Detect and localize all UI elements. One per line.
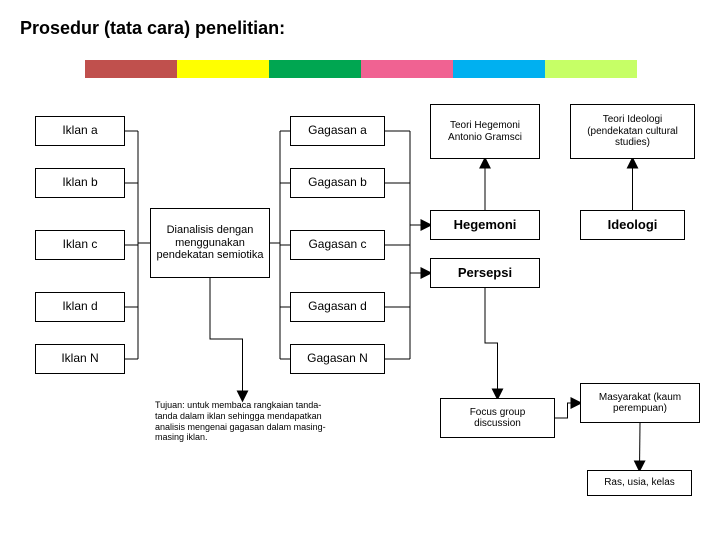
color-segment <box>361 60 453 78</box>
node-iklan_n: Iklan N <box>35 344 125 374</box>
node-gagasan_n: Gagasan N <box>290 344 385 374</box>
node-iklan_c: Iklan c <box>35 230 125 260</box>
page-title: Prosedur (tata cara) penelitian: <box>20 18 285 39</box>
node-analysis: Dianalisis dengan menggunakan pendekatan… <box>150 208 270 278</box>
node-masyarakat: Masyarakat (kaum perempuan) <box>580 383 700 423</box>
node-persepsi: Persepsi <box>430 258 540 288</box>
color-segment <box>545 60 637 78</box>
diagram-stage: Prosedur (tata cara) penelitian: Iklan a… <box>0 0 720 540</box>
node-iklan_a: Iklan a <box>35 116 125 146</box>
color-segment <box>453 60 545 78</box>
node-fgd: Focus group discussion <box>440 398 555 438</box>
node-teori_hegemoni: Teori Hegemoni Antonio Gramsci <box>430 104 540 159</box>
node-iklan_d: Iklan d <box>35 292 125 322</box>
node-gagasan_c: Gagasan c <box>290 230 385 260</box>
node-gagasan_d: Gagasan d <box>290 292 385 322</box>
node-gagasan_a: Gagasan a <box>290 116 385 146</box>
node-hegemoni: Hegemoni <box>430 210 540 240</box>
color-segment <box>85 60 177 78</box>
connector-layer <box>0 0 720 540</box>
color-segment <box>269 60 361 78</box>
node-iklan_b: Iklan b <box>35 168 125 198</box>
node-gagasan_b: Gagasan b <box>290 168 385 198</box>
node-ideologi: Ideologi <box>580 210 685 240</box>
node-teori_ideologi: Teori Ideologi (pendekatan cultural stud… <box>570 104 695 159</box>
node-tujuan_open: Tujuan: untuk membaca rangkaian tanda-ta… <box>155 400 330 495</box>
color-bar <box>85 60 637 78</box>
color-segment <box>177 60 269 78</box>
node-ras: Ras, usia, kelas <box>587 470 692 496</box>
